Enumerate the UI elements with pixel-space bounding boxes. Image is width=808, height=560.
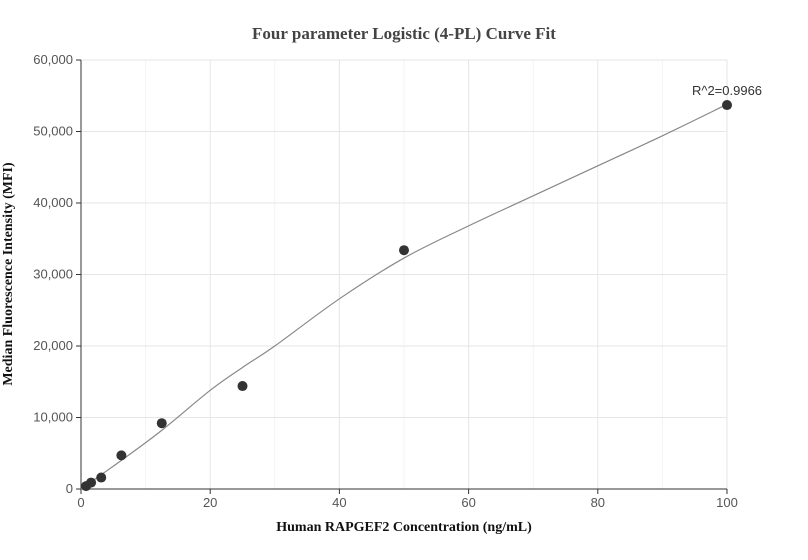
y-axis-label: Median Fluorescence Intensity (MFI) bbox=[1, 162, 16, 386]
data-point bbox=[399, 245, 409, 256]
y-tick-label: 0 bbox=[66, 481, 73, 496]
chart-title: Four parameter Logistic (4-PL) Curve Fit bbox=[252, 24, 556, 43]
data-point bbox=[96, 472, 107, 483]
x-tick-label: 100 bbox=[716, 495, 738, 510]
x-tick-label: 60 bbox=[461, 495, 475, 510]
data-points-layer bbox=[81, 100, 732, 492]
y-tick-label: 30,000 bbox=[33, 267, 73, 282]
data-point bbox=[722, 100, 732, 111]
y-tick-label: 10,000 bbox=[33, 410, 73, 425]
fit-curve-layer bbox=[80, 103, 728, 490]
fit-curve bbox=[80, 103, 728, 490]
x-tick-label: 0 bbox=[77, 495, 84, 510]
grid-layer bbox=[81, 59, 728, 489]
y-tick-label: 60,000 bbox=[33, 52, 73, 67]
data-point bbox=[116, 450, 127, 461]
y-tick-label: 20,000 bbox=[33, 338, 73, 353]
y-tick-label: 50,000 bbox=[33, 124, 73, 139]
r-squared-annotation: R^2=0.9966 bbox=[692, 83, 762, 98]
x-tick-label: 20 bbox=[203, 495, 217, 510]
y-tick-label: 40,000 bbox=[33, 195, 73, 210]
data-point bbox=[86, 477, 97, 488]
tick-labels-layer: 0 10,000 20,000 30,000 40,000 50,000 60,000 0 20… bbox=[33, 52, 738, 510]
axes-layer bbox=[76, 59, 728, 494]
x-tick-label: 80 bbox=[591, 495, 605, 510]
data-point bbox=[237, 381, 248, 392]
x-axis-label: Human RAPGEF2 Concentration (ng/mL) bbox=[276, 520, 532, 535]
data-point bbox=[156, 418, 167, 429]
x-tick-label: 40 bbox=[332, 495, 346, 510]
